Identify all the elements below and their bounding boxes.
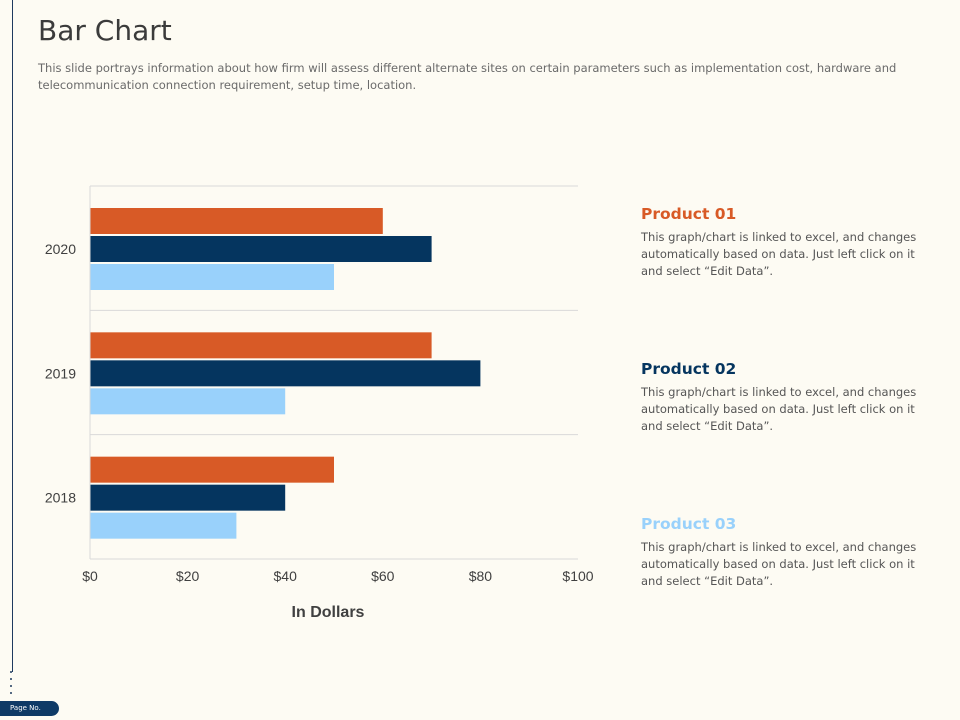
- bar-product-01-2018: [90, 456, 334, 483]
- legend-title-product-02: Product 02: [641, 360, 737, 378]
- legend-product-03: Product 03 This graph/chart is linked to…: [641, 515, 921, 590]
- legend-text-product-01: This graph/chart is linked to excel, and…: [641, 230, 917, 278]
- legend-text-product-02: This graph/chart is linked to excel, and…: [641, 385, 917, 433]
- legend-text-product-03: This graph/chart is linked to excel, and…: [641, 540, 917, 588]
- slide-title: Bar Chart: [38, 14, 172, 47]
- bar-product-03-2019: [90, 388, 286, 415]
- y-tick-label-2019: 2019: [45, 365, 76, 381]
- bar-product-02-2018: [90, 484, 286, 511]
- bar-product-01-2020: [90, 208, 383, 234]
- legend-product-02: Product 02 This graph/chart is linked to…: [641, 360, 921, 435]
- y-tick-label-2018: 2018: [45, 490, 76, 506]
- decorative-dots: [10, 671, 12, 694]
- bar-product-03-2020: [90, 264, 334, 290]
- x-tick-label: $40: [274, 568, 298, 584]
- bar-product-01-2019: [90, 332, 432, 359]
- bar-product-02-2020: [90, 236, 432, 262]
- legend-title-product-01: Product 01: [641, 205, 737, 223]
- left-accent-line: [12, 0, 13, 672]
- legend-product-01: Product 01 This graph/chart is linked to…: [641, 205, 921, 280]
- x-axis-title: In Dollars: [292, 604, 365, 621]
- bar-product-02-2019: [90, 360, 481, 387]
- slide-subtitle: This slide portrays information about ho…: [38, 61, 897, 92]
- x-tick-label: $60: [371, 568, 395, 584]
- x-tick-label: $100: [562, 568, 593, 584]
- x-tick-label: $20: [176, 568, 200, 584]
- x-tick-label: $80: [469, 568, 493, 584]
- bar-product-03-2018: [90, 512, 237, 539]
- x-tick-label: $0: [82, 568, 98, 584]
- legend-title-product-03: Product 03: [641, 515, 737, 533]
- page-number-badge: Page No.: [0, 701, 59, 716]
- y-tick-label-2020: 2020: [45, 241, 76, 257]
